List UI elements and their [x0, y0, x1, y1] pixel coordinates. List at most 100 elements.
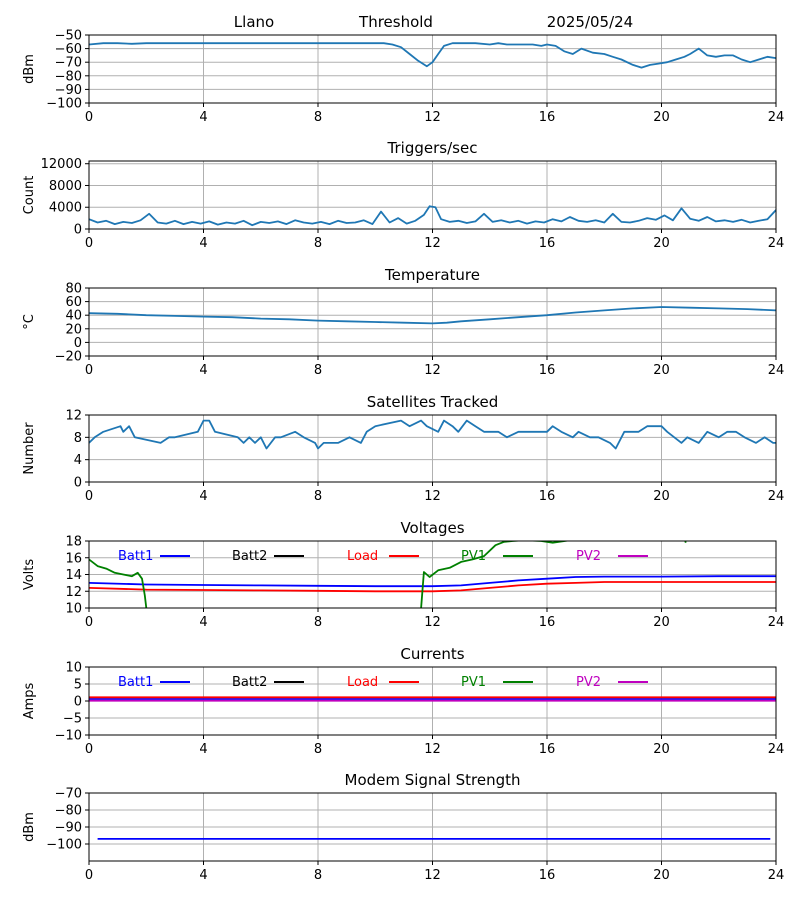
x-tick-label: 8 — [314, 742, 322, 757]
x-tick-label: 0 — [85, 742, 93, 757]
y-tick-label: −20 — [55, 350, 82, 365]
x-tick-label: 24 — [768, 489, 785, 504]
x-tick-label: 0 — [85, 868, 93, 883]
x-tick-label: 20 — [653, 236, 670, 251]
x-tick-label: 12 — [424, 110, 441, 125]
x-tick-label: 20 — [653, 868, 670, 883]
y-tick-label: −80 — [55, 804, 82, 819]
panel-title: Modem Signal Strength — [345, 771, 521, 789]
legend-label-batt1: Batt1 — [118, 549, 153, 564]
y-tick-label: 8 — [74, 431, 82, 446]
x-tick-label: 8 — [314, 489, 322, 504]
series-line-signal — [89, 42, 776, 69]
y-tick-label: 12000 — [41, 157, 82, 172]
legend-label-pv1: PV1 — [461, 549, 486, 564]
x-tick-label: 20 — [653, 615, 670, 630]
x-tick-label: 24 — [768, 615, 785, 630]
y-tick-label: 4 — [74, 453, 82, 468]
y-axis-label: dBm — [22, 812, 37, 842]
series-group — [89, 541, 776, 608]
x-tick-label: 0 — [85, 489, 93, 504]
y-tick-label: 4000 — [49, 201, 82, 216]
y-tick-label: 0 — [74, 223, 82, 238]
x-tick-label: 24 — [768, 363, 785, 378]
y-tick-label: 10 — [65, 661, 82, 676]
panel-triggers: 0 4 8 12 16 20 24 0 4000 8000 12000 Triggers/sec Cou… — [22, 139, 784, 251]
x-tick-label: 12 — [424, 868, 441, 883]
y-tick-label: −50 — [55, 29, 82, 44]
x-tick-label: 8 — [314, 615, 322, 630]
x-tick-label: 16 — [539, 110, 556, 125]
panel-modem: 0 4 8 12 16 20 24 −100 −90 −80 −70 Modem Signal Str… — [22, 771, 784, 883]
y-tick-label: 0 — [74, 476, 82, 491]
y-tick-label: 16 — [65, 551, 82, 566]
station-name: Llano — [234, 13, 274, 31]
legend-label-batt2: Batt2 — [232, 675, 267, 690]
x-tick-label: 12 — [424, 489, 441, 504]
y-tick-label: −70 — [55, 787, 82, 802]
series-line-temperature — [89, 306, 776, 325]
x-tick-label: 0 — [85, 363, 93, 378]
x-tick-label: 24 — [768, 868, 785, 883]
panel-title: Currents — [400, 645, 464, 663]
legend-label-batt1: Batt1 — [118, 675, 153, 690]
y-axis-label: Number — [22, 422, 37, 475]
y-tick-label: −100 — [46, 97, 82, 112]
y-tick-label: 40 — [65, 309, 82, 324]
series-group — [89, 419, 776, 450]
legend-label-pv2: PV2 — [576, 675, 601, 690]
x-tick-label: 4 — [199, 363, 207, 378]
mode-label: Threshold — [358, 13, 433, 31]
series-group — [89, 306, 776, 325]
y-tick-label: −60 — [55, 42, 82, 57]
panel-title: Voltages — [400, 519, 464, 537]
x-tick-label: 8 — [314, 868, 322, 883]
x-tick-label: 16 — [539, 363, 556, 378]
panel-title: Satellites Tracked — [367, 393, 498, 411]
y-tick-label: −90 — [55, 821, 82, 836]
x-tick-label: 24 — [768, 110, 785, 125]
x-tick-label: 24 — [768, 236, 785, 251]
x-tick-label: 12 — [424, 615, 441, 630]
series-line-load — [89, 581, 776, 593]
x-tick-label: 4 — [199, 110, 207, 125]
series-group — [89, 205, 776, 227]
x-tick-label: 4 — [199, 868, 207, 883]
x-tick-label: 16 — [539, 236, 556, 251]
panel-satellites: 0 4 8 12 16 20 24 0 4 8 12 Satellites Tracked Number — [22, 393, 784, 504]
x-tick-label: 4 — [199, 742, 207, 757]
y-tick-label: −70 — [55, 56, 82, 71]
y-tick-label: 60 — [65, 295, 82, 310]
series-group — [89, 42, 776, 69]
series-line-batt1 — [89, 575, 776, 588]
x-tick-label: 8 — [314, 236, 322, 251]
y-tick-label: 20 — [65, 322, 82, 337]
y-axis-label: Volts — [22, 559, 37, 591]
x-tick-label: 20 — [653, 489, 670, 504]
date-label: 2025/05/24 — [547, 13, 633, 31]
y-tick-label: −5 — [63, 712, 82, 727]
y-axis-label: Count — [22, 176, 37, 215]
x-tick-label: 20 — [653, 742, 670, 757]
x-tick-label: 8 — [314, 363, 322, 378]
x-tick-label: 24 — [768, 742, 785, 757]
y-tick-label: 0 — [74, 336, 82, 351]
legend-label-load: Load — [347, 549, 378, 564]
series-line-triggers — [89, 205, 776, 227]
y-tick-label: −100 — [46, 838, 82, 853]
y-tick-label: 18 — [65, 535, 82, 550]
legend-label-batt2: Batt2 — [232, 549, 267, 564]
x-tick-label: 20 — [653, 363, 670, 378]
x-tick-label: 16 — [539, 742, 556, 757]
x-tick-label: 16 — [539, 868, 556, 883]
y-tick-label: −10 — [55, 729, 82, 744]
x-tick-label: 8 — [314, 110, 322, 125]
y-axis-label: °C — [22, 314, 37, 330]
y-tick-label: 0 — [74, 695, 82, 710]
panel-signal: 0 4 8 12 16 20 24 −100−90−80−70−60−50 dBm — [22, 29, 784, 126]
